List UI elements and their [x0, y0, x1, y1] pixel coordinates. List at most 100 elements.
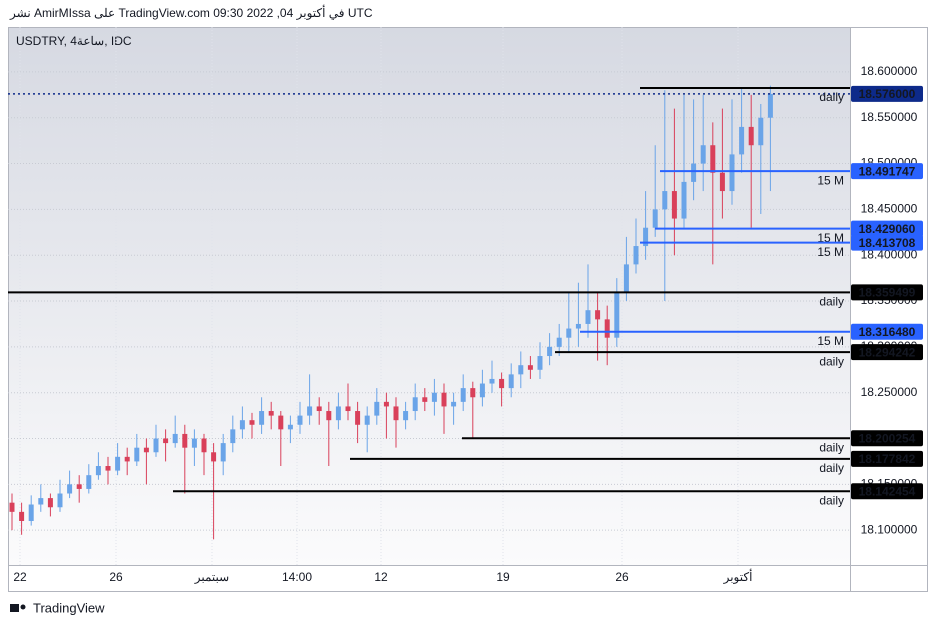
level-note: daily — [819, 440, 844, 454]
price-label-box — [851, 344, 923, 361]
candle-body — [76, 484, 82, 489]
price-label-box — [851, 450, 923, 467]
y-tick-label: 18.550000 — [861, 110, 918, 124]
candle-body — [143, 447, 149, 453]
x-tick-label: 19 — [496, 570, 510, 584]
price-label-box — [851, 483, 923, 500]
candle-body — [259, 411, 265, 425]
candle-body — [172, 433, 178, 444]
candle-body — [431, 392, 437, 402]
candle-body — [287, 424, 293, 430]
candle-body — [729, 154, 735, 192]
price-label-box — [851, 220, 923, 237]
candle-body — [623, 264, 629, 292]
candle-body — [393, 406, 399, 421]
candle-body — [460, 388, 466, 402]
candle-body — [297, 415, 303, 425]
y-tick-label: 18.250000 — [861, 385, 918, 399]
price-label-box — [851, 234, 923, 251]
candle-body — [575, 323, 581, 329]
candle-body — [182, 433, 188, 448]
level-note: daily — [819, 295, 844, 309]
candle-body — [9, 502, 15, 512]
level-note: 15 M — [817, 173, 844, 187]
candle-body — [335, 406, 341, 421]
price-label: 18.429060 — [859, 222, 916, 236]
candle-body — [719, 172, 725, 192]
candle-body — [451, 401, 457, 407]
candle-body — [652, 209, 658, 228]
footer: TradingView — [33, 600, 105, 615]
candle-body — [758, 117, 764, 146]
candle-body — [326, 411, 332, 421]
candle-body — [633, 246, 639, 265]
level-note: 15 M — [817, 245, 844, 259]
x-tick-label: 26 — [109, 570, 123, 584]
y-tick-label: 18.100000 — [861, 522, 918, 536]
candle-body — [470, 388, 476, 398]
candle-body — [767, 93, 773, 118]
candle-body — [643, 227, 649, 247]
x-tick-label: سبتمبر — [194, 570, 229, 584]
price-label: 18.142454 — [859, 484, 916, 498]
x-tick-label: أكتوبر — [723, 569, 753, 584]
frame — [8, 27, 928, 592]
y-tick-label: 18.400000 — [861, 247, 918, 261]
candle-body — [489, 378, 495, 384]
candle-body — [527, 365, 533, 370]
level-note: 15 M — [817, 231, 844, 245]
candle-body — [566, 328, 572, 338]
price-label: 18.177842 — [859, 452, 916, 466]
candle-body — [508, 374, 514, 389]
candle-body — [374, 401, 380, 416]
candle-body — [28, 504, 34, 522]
candle-body — [38, 498, 44, 505]
candle-body — [230, 429, 236, 444]
x-tick-label: 26 — [615, 570, 629, 584]
price-label: 18.359499 — [859, 286, 916, 300]
candle-body — [124, 456, 130, 462]
candle-body — [748, 126, 754, 146]
candle-body — [19, 511, 25, 522]
price-label: 18.200254 — [859, 431, 916, 445]
price-label-box — [851, 323, 923, 340]
candle-body — [239, 420, 245, 430]
candle-body — [364, 415, 370, 425]
candle-body — [739, 126, 745, 155]
candle-body — [671, 191, 677, 219]
candle-body — [547, 346, 553, 357]
candle-body — [47, 498, 53, 508]
candle-body — [115, 456, 121, 471]
price-label: 18.413708 — [859, 236, 916, 250]
candle-body — [595, 310, 601, 320]
candle-body — [537, 356, 543, 370]
candle-body — [211, 452, 217, 462]
candle-body — [95, 466, 101, 476]
candle-body — [345, 406, 351, 412]
candle-body — [191, 438, 197, 448]
plot-background — [8, 27, 850, 565]
candle-body — [499, 378, 505, 389]
level-note: daily — [819, 354, 844, 368]
price-label: 18.316480 — [859, 325, 916, 339]
candle-body — [383, 401, 389, 407]
price-label-box — [851, 163, 923, 180]
candle-body — [201, 438, 207, 453]
candle-body — [700, 145, 706, 164]
candle-body — [105, 466, 111, 471]
candle-body — [316, 406, 322, 412]
candle-body — [681, 181, 687, 219]
price-label: 18.491747 — [859, 164, 916, 178]
candle-body — [662, 191, 668, 210]
last-price-box — [851, 85, 923, 102]
candle-body — [249, 420, 255, 425]
y-tick-label: 18.450000 — [861, 202, 918, 216]
candle-body — [604, 319, 610, 338]
price-label-box — [851, 430, 923, 447]
candle-body — [57, 493, 63, 508]
candle-body — [585, 310, 591, 324]
candle-body — [556, 337, 562, 347]
candle-body — [422, 397, 428, 402]
